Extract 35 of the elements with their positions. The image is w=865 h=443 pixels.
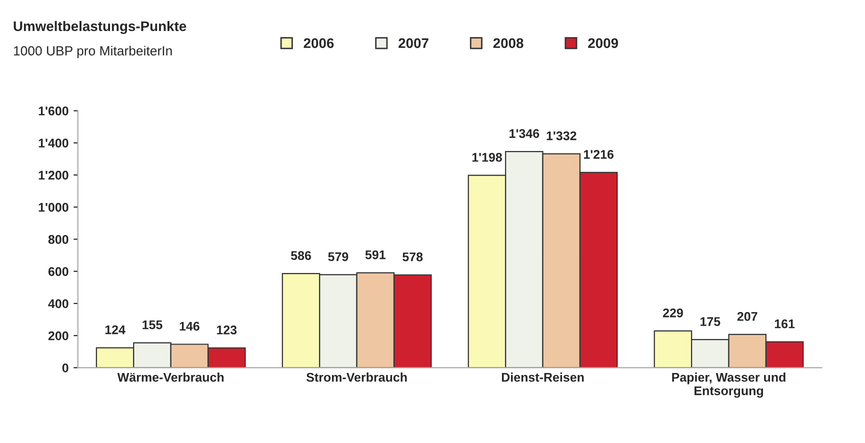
data-label: 207 bbox=[737, 312, 758, 321]
data-label: 124 bbox=[105, 325, 126, 334]
data-label: 161 bbox=[774, 319, 795, 328]
legend-label: 2009 bbox=[588, 38, 618, 48]
chart-subtitle: 1000 UBP pro MitarbeiterIn bbox=[14, 46, 172, 58]
y-tick-label: 0 bbox=[62, 363, 68, 372]
y-tick-label: 1'000 bbox=[38, 202, 68, 212]
legend-label: 2006 bbox=[304, 38, 334, 48]
data-label: 155 bbox=[142, 320, 162, 330]
data-label: 1'216 bbox=[584, 150, 614, 159]
data-label: 591 bbox=[365, 250, 386, 260]
x-tick-label: Wärme-Verbrauch bbox=[117, 372, 224, 382]
data-label: 578 bbox=[402, 252, 423, 262]
data-label: 1'346 bbox=[510, 129, 540, 138]
y-tick-label: 1'200 bbox=[38, 170, 68, 180]
y-tick-label: 200 bbox=[48, 331, 68, 340]
y-tick-label: 1'600 bbox=[38, 106, 68, 116]
legend-label: 2008 bbox=[493, 38, 524, 48]
data-label: 175 bbox=[700, 317, 720, 326]
y-tick-label: 400 bbox=[48, 299, 68, 308]
y-tick-label: 1'400 bbox=[38, 138, 68, 148]
chart-title: Umweltbelastungs-Punkte bbox=[14, 20, 186, 34]
data-label: 229 bbox=[662, 308, 683, 318]
y-tick-label: 600 bbox=[48, 267, 68, 276]
data-label: 586 bbox=[290, 251, 311, 260]
legend-label: 2007 bbox=[398, 38, 428, 48]
data-label: 1'332 bbox=[546, 131, 576, 140]
data-label: 146 bbox=[180, 322, 200, 331]
x-tick-label: Dienst-Reisen bbox=[502, 372, 584, 382]
x-tick-label: Strom-Verbrauch bbox=[306, 372, 407, 382]
x-tick-label: Papier, Wasser und Entsorgung bbox=[672, 372, 786, 398]
data-label: 1'198 bbox=[472, 152, 502, 162]
data-label: 123 bbox=[216, 326, 237, 334]
data-label: 579 bbox=[328, 252, 348, 262]
y-tick-label: 800 bbox=[48, 235, 68, 244]
